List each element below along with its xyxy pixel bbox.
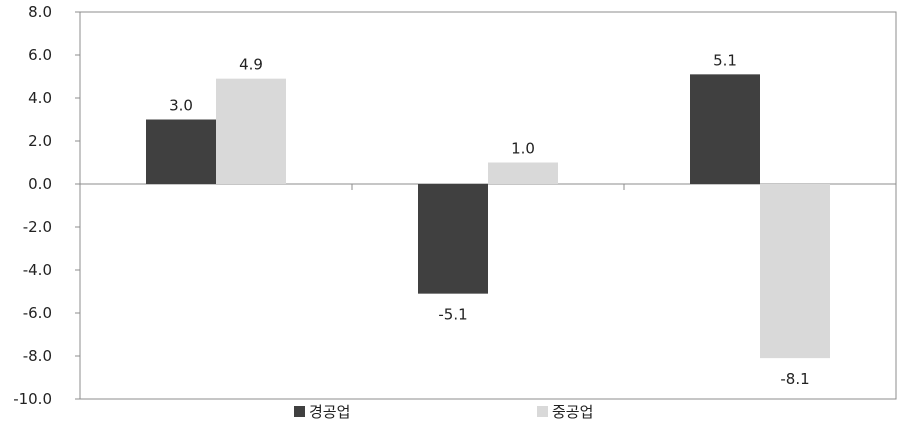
bar-series-2	[760, 184, 830, 359]
y-tick-label: -2.0	[23, 218, 52, 236]
y-tick-label: -10.0	[13, 390, 52, 408]
data-label: -8.1	[780, 370, 809, 388]
y-tick-label: 2.0	[28, 132, 52, 150]
y-tick-label: 8.0	[28, 3, 52, 21]
legend-label-series-1: 경공업	[309, 402, 351, 421]
bar-series-2	[488, 162, 558, 184]
data-label: 4.9	[239, 56, 263, 74]
y-tick-label: 0.0	[28, 175, 52, 193]
legend-item-series-1: 경공업	[294, 401, 350, 421]
bar-series-1	[146, 119, 216, 184]
y-tick-label: 6.0	[28, 46, 52, 64]
y-tick-label: 4.0	[28, 89, 52, 107]
legend-label-series-2: 중공업	[552, 402, 594, 421]
plot-area-border	[79, 11, 897, 400]
data-label: 1.0	[511, 140, 535, 158]
bar-series-2	[216, 78, 286, 184]
bar-series-1	[418, 184, 488, 294]
data-label: 3.0	[169, 97, 193, 115]
data-label: -5.1	[438, 306, 467, 324]
y-tick-label: -8.0	[23, 347, 52, 365]
legend-swatch-series-2	[537, 405, 548, 417]
legend-swatch-series-1	[294, 405, 305, 417]
data-label: 5.1	[713, 51, 737, 69]
bar-series-1	[690, 74, 760, 184]
y-tick-label: -4.0	[23, 261, 52, 279]
legend-item-series-2: 중공업	[537, 401, 593, 421]
y-tick-label: -6.0	[23, 304, 52, 322]
